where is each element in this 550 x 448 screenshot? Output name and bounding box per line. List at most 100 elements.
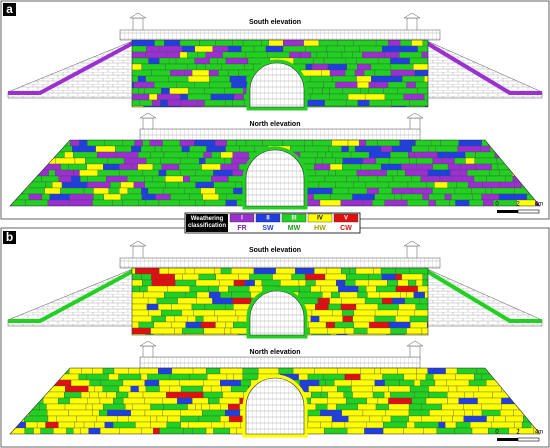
brick (184, 69, 193, 77)
brick (87, 397, 101, 405)
brick (144, 181, 166, 189)
brick (194, 140, 216, 147)
brick (132, 57, 149, 65)
brick (392, 175, 412, 183)
brick (478, 385, 502, 393)
brick (387, 81, 407, 89)
brick (399, 40, 412, 47)
brick (428, 193, 446, 201)
brick (421, 327, 428, 335)
brick (10, 145, 20, 153)
legend-numeral: V (344, 216, 348, 222)
brick (315, 303, 329, 311)
brick (128, 368, 140, 375)
brick (10, 379, 19, 387)
brick (398, 303, 416, 311)
brick (457, 145, 481, 153)
brick (375, 157, 390, 165)
brick (384, 93, 404, 101)
brick (113, 421, 136, 429)
brick (375, 105, 392, 107)
brick (85, 403, 93, 411)
brick (133, 81, 155, 89)
brick (125, 403, 133, 411)
brick (390, 63, 414, 71)
brick (505, 157, 525, 165)
brick (452, 415, 464, 423)
brick (157, 303, 172, 311)
brick (472, 193, 482, 201)
brick (150, 421, 167, 429)
tower-roof (403, 12, 421, 19)
brick (205, 427, 214, 434)
brick (427, 321, 428, 329)
brick (309, 327, 328, 335)
brick (447, 163, 462, 171)
brick (195, 315, 204, 323)
brick (451, 193, 473, 201)
brick (165, 315, 175, 323)
brick (45, 181, 53, 189)
brick (477, 397, 502, 405)
brick (74, 157, 86, 165)
brick (357, 81, 370, 89)
brick (526, 379, 540, 387)
brick (183, 427, 193, 434)
brick (26, 368, 42, 375)
brick (180, 409, 203, 417)
brick (311, 333, 319, 335)
brick (232, 151, 249, 159)
brick (329, 69, 346, 77)
brick (327, 63, 348, 71)
brick (408, 151, 415, 159)
brick (331, 415, 349, 423)
brick (177, 297, 197, 305)
brick (335, 169, 358, 177)
brick (476, 368, 494, 375)
panel-label: a (6, 2, 13, 16)
brick (441, 157, 455, 165)
panel-label-box (3, 3, 16, 16)
brick (390, 151, 409, 159)
brick (491, 187, 515, 195)
brick (242, 368, 259, 375)
brick (199, 157, 206, 165)
brick (436, 427, 456, 434)
brick (127, 175, 145, 183)
brick (348, 145, 356, 153)
brick (486, 379, 501, 387)
brick (352, 51, 363, 59)
brick (346, 99, 359, 107)
brick (184, 268, 195, 275)
brick (394, 75, 403, 83)
brick (332, 187, 350, 195)
brick (369, 321, 390, 329)
brick (92, 409, 100, 417)
brick (460, 163, 477, 171)
scale-label: 2 (516, 430, 520, 436)
brick (151, 69, 171, 77)
brick (141, 187, 149, 195)
brick (322, 87, 330, 95)
brick (167, 415, 181, 423)
brick (364, 93, 386, 101)
brick (480, 145, 491, 153)
brick (337, 368, 361, 375)
brick (88, 427, 101, 434)
brick (103, 163, 111, 171)
legend-swatch (333, 213, 359, 223)
brick (140, 373, 148, 381)
brick (293, 57, 314, 65)
brick (377, 303, 399, 311)
brick (2, 152, 8, 158)
brick (94, 421, 105, 429)
brick (242, 373, 259, 381)
brick (290, 145, 305, 153)
brick (368, 87, 384, 95)
brick (346, 397, 367, 405)
brick (220, 379, 241, 387)
brick (185, 291, 198, 299)
brick (422, 279, 428, 287)
brick (104, 140, 123, 147)
brick (244, 279, 255, 287)
